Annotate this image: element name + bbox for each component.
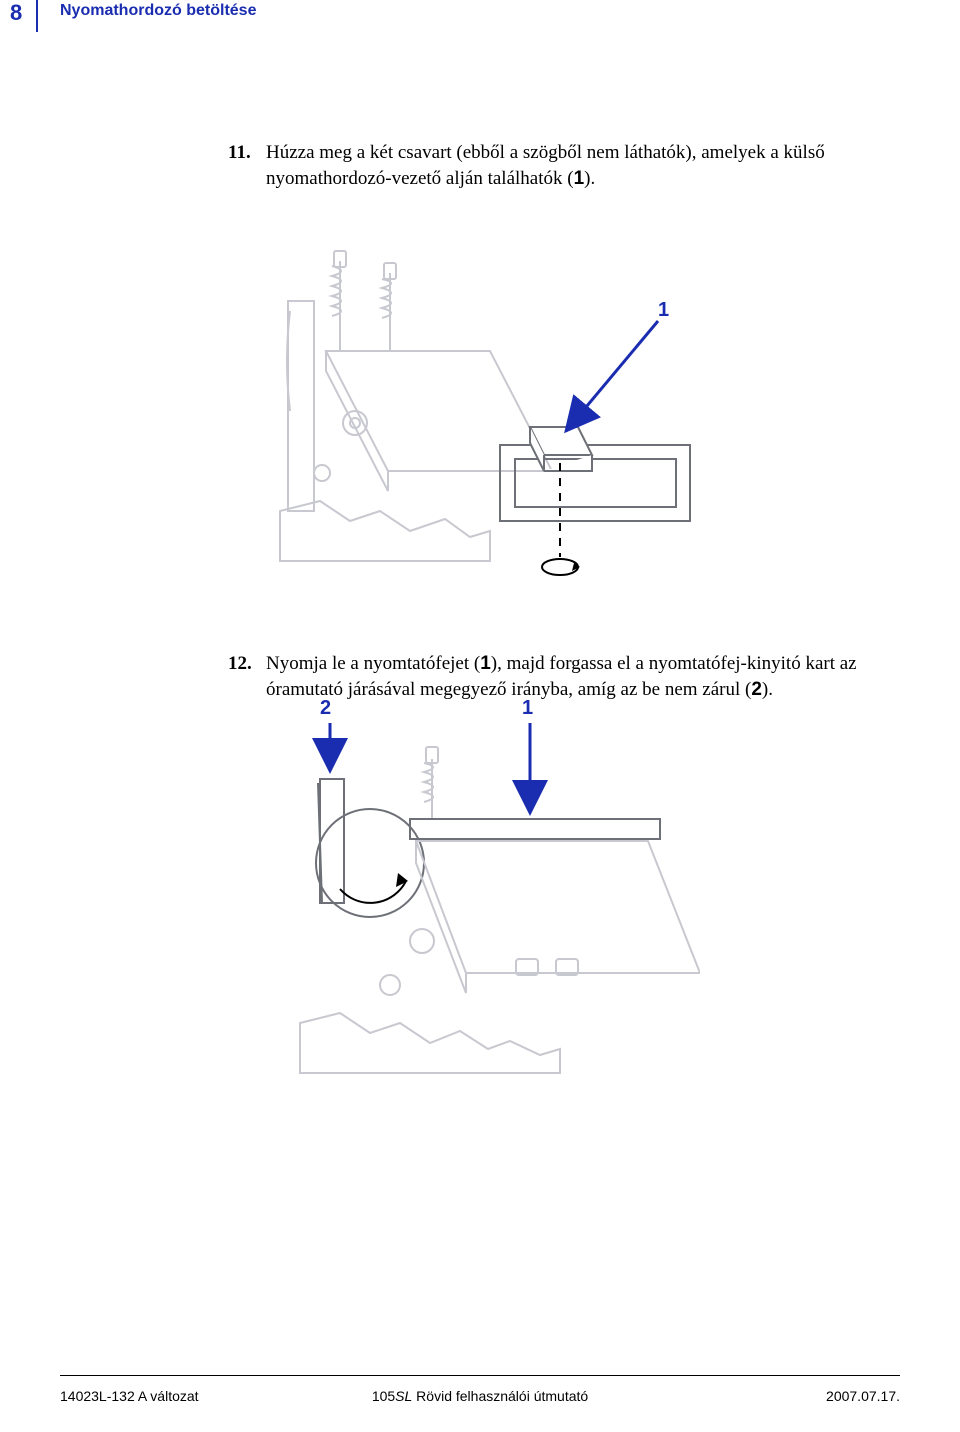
figure-1: 1 <box>60 211 900 591</box>
step-12: 12. Nyomja le a nyomtatófejet (1), majd … <box>228 651 890 702</box>
section-title: Nyomathordozó betöltése <box>60 0 900 20</box>
page-number: 8 <box>10 0 22 26</box>
step-text: Húzza meg a két csavart (ebből a szögből… <box>266 140 890 191</box>
header-divider <box>36 0 38 32</box>
step-number: 11. <box>228 140 256 191</box>
figure2-callout-1: 1 <box>522 697 533 720</box>
step-number: 12. <box>228 651 256 702</box>
figure-2: 2 1 <box>60 723 900 1083</box>
page-footer: 14023L-132 A változat 105SL Rövid felhas… <box>60 1388 900 1404</box>
step-text: Nyomja le a nyomtatófejet (1), majd forg… <box>266 651 890 702</box>
footer-center: 105SL Rövid felhasználói útmutató <box>60 1388 900 1404</box>
figure2-callout-2: 2 <box>320 697 331 720</box>
step-11: 11. Húzza meg a két csavart (ebből a szö… <box>228 140 890 191</box>
figure1-callout-1: 1 <box>658 299 669 322</box>
footer-rule <box>60 1375 900 1376</box>
